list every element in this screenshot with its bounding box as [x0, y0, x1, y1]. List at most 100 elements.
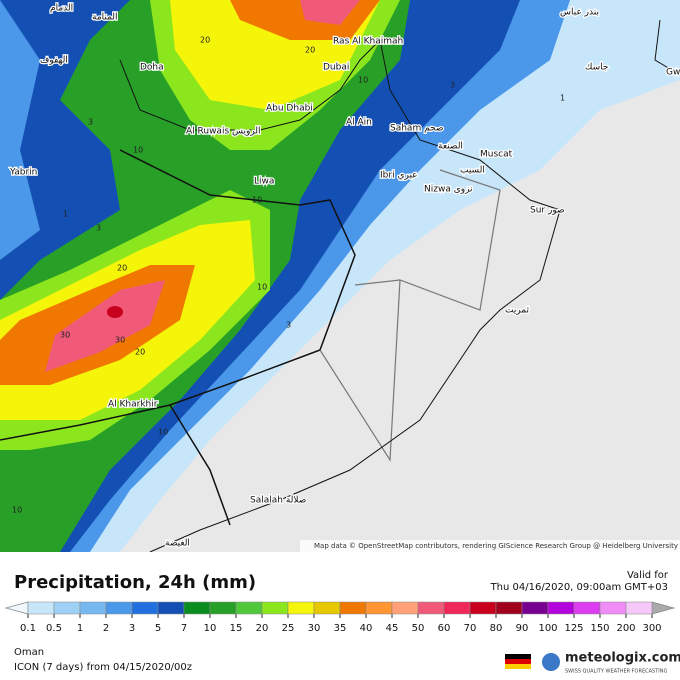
tick-label: 10 [204, 623, 217, 634]
color-box [547, 601, 575, 615]
attribution-bg [300, 540, 680, 552]
place-label: Liwa [254, 177, 274, 187]
color-box [287, 601, 315, 615]
model-run: ICON (7 days) from 04/15/2020/00z [14, 662, 192, 673]
contour-label: 10 [133, 146, 143, 155]
tick-label: 0.5 [46, 623, 62, 634]
color-box [27, 601, 55, 615]
contour-label: 20 [305, 46, 315, 55]
place-label: Muscat [480, 150, 513, 160]
color-box [261, 601, 289, 615]
tick-label: 25 [282, 623, 295, 634]
place-label: الهفوف [40, 56, 68, 66]
tagline: SWISS QUALITY WEATHER FORECASTING [565, 669, 667, 675]
color-box [131, 601, 159, 615]
valid-time: Thu 04/16/2020, 09:00am GMT+03 [490, 582, 668, 593]
color-box [235, 601, 263, 615]
map: Doha Dubai Abu Dhabi Ras Al Khaimah Al A… [0, 0, 680, 552]
tick-label: 45 [386, 623, 399, 634]
place-label: المنامة [92, 13, 118, 23]
border [354, 279, 401, 286]
flag-stripe [505, 664, 531, 669]
color-box [157, 601, 185, 615]
place-label: جاسك [585, 63, 608, 73]
contour-label: 20 [117, 264, 127, 273]
place-label: السيب [460, 166, 485, 176]
tick-label: 50 [412, 623, 425, 634]
place-label: Saham صحم [390, 124, 444, 134]
border [319, 169, 501, 462]
place-label: Al Ain [346, 118, 372, 128]
place-label: الغيضة [165, 539, 190, 549]
tick-label: 90 [516, 623, 529, 634]
color-box [183, 601, 211, 615]
place-label: Al Kharkhir [108, 400, 158, 410]
place-label: Ras Al Khaimah [333, 37, 403, 47]
contour-label: 20 [135, 348, 145, 357]
place-label: Dubai [323, 63, 349, 73]
place-label: الدمام [50, 4, 73, 14]
tick-label: 100 [538, 623, 557, 634]
color-box [79, 601, 107, 615]
tick-label: 70 [464, 623, 477, 634]
tick-label: 0.1 [20, 623, 36, 634]
precip-area [300, 0, 360, 25]
tick-label: 60 [438, 623, 451, 634]
contour-label: 3 [96, 224, 101, 233]
contour-label: 1 [560, 94, 565, 103]
colorbar-arrow [651, 601, 676, 615]
color-box [573, 601, 601, 615]
color-box [599, 601, 627, 615]
color-box [391, 601, 419, 615]
tick-label: 2 [103, 623, 109, 634]
tick-label: 3 [129, 623, 135, 634]
tick-label: 5 [155, 623, 161, 634]
place-label: Nizwa نزوى [424, 185, 473, 195]
valid-label: Valid for [627, 570, 669, 581]
precip-area [45, 280, 165, 372]
color-box [625, 601, 653, 615]
colorbar-arrow [4, 601, 29, 615]
contour-label: 3 [450, 81, 455, 90]
place-label: Doha [140, 63, 164, 73]
flag-stripe [505, 654, 531, 659]
color-box [521, 601, 549, 615]
border [654, 19, 680, 76]
precip-area [107, 306, 123, 318]
border [0, 149, 356, 441]
tick-label: 7 [181, 623, 187, 634]
color-box [365, 601, 393, 615]
color-box [53, 601, 81, 615]
tick-label: 1 [77, 623, 83, 634]
contour-label: 3 [88, 118, 93, 127]
contour-label: 10 [257, 283, 267, 292]
tick-label: 30 [308, 623, 321, 634]
tick-label: 80 [490, 623, 503, 634]
tick-label: 300 [642, 623, 661, 634]
contour-label: 10 [12, 506, 22, 515]
color-box [313, 601, 341, 615]
place-label: Sur صور [530, 206, 565, 216]
place-label: Abu Dhabi [266, 104, 313, 114]
tick-label: 15 [230, 623, 243, 634]
color-box [339, 601, 367, 615]
place-label: بندر عباس [560, 8, 599, 18]
color-box [105, 601, 133, 615]
tick-label: 200 [616, 623, 635, 634]
tick-label: 125 [564, 623, 583, 634]
tick-label: 150 [590, 623, 609, 634]
legend-panel: Precipitation, 24h (mm) Valid for Thu 04… [4, 570, 680, 675]
brand: meteologix.com [565, 651, 680, 666]
color-box [443, 601, 471, 615]
color-box [209, 601, 237, 615]
contour-label: 3 [286, 321, 291, 330]
region: Oman [14, 647, 44, 658]
place-label: Ibri عبري [380, 171, 418, 181]
place-label: ثمريت [505, 306, 530, 316]
color-box [495, 601, 523, 615]
place-label: Gw [666, 68, 680, 78]
place-label: Al Ruwais الرويس [186, 127, 261, 137]
border [169, 404, 231, 526]
brand-logo [542, 653, 560, 671]
